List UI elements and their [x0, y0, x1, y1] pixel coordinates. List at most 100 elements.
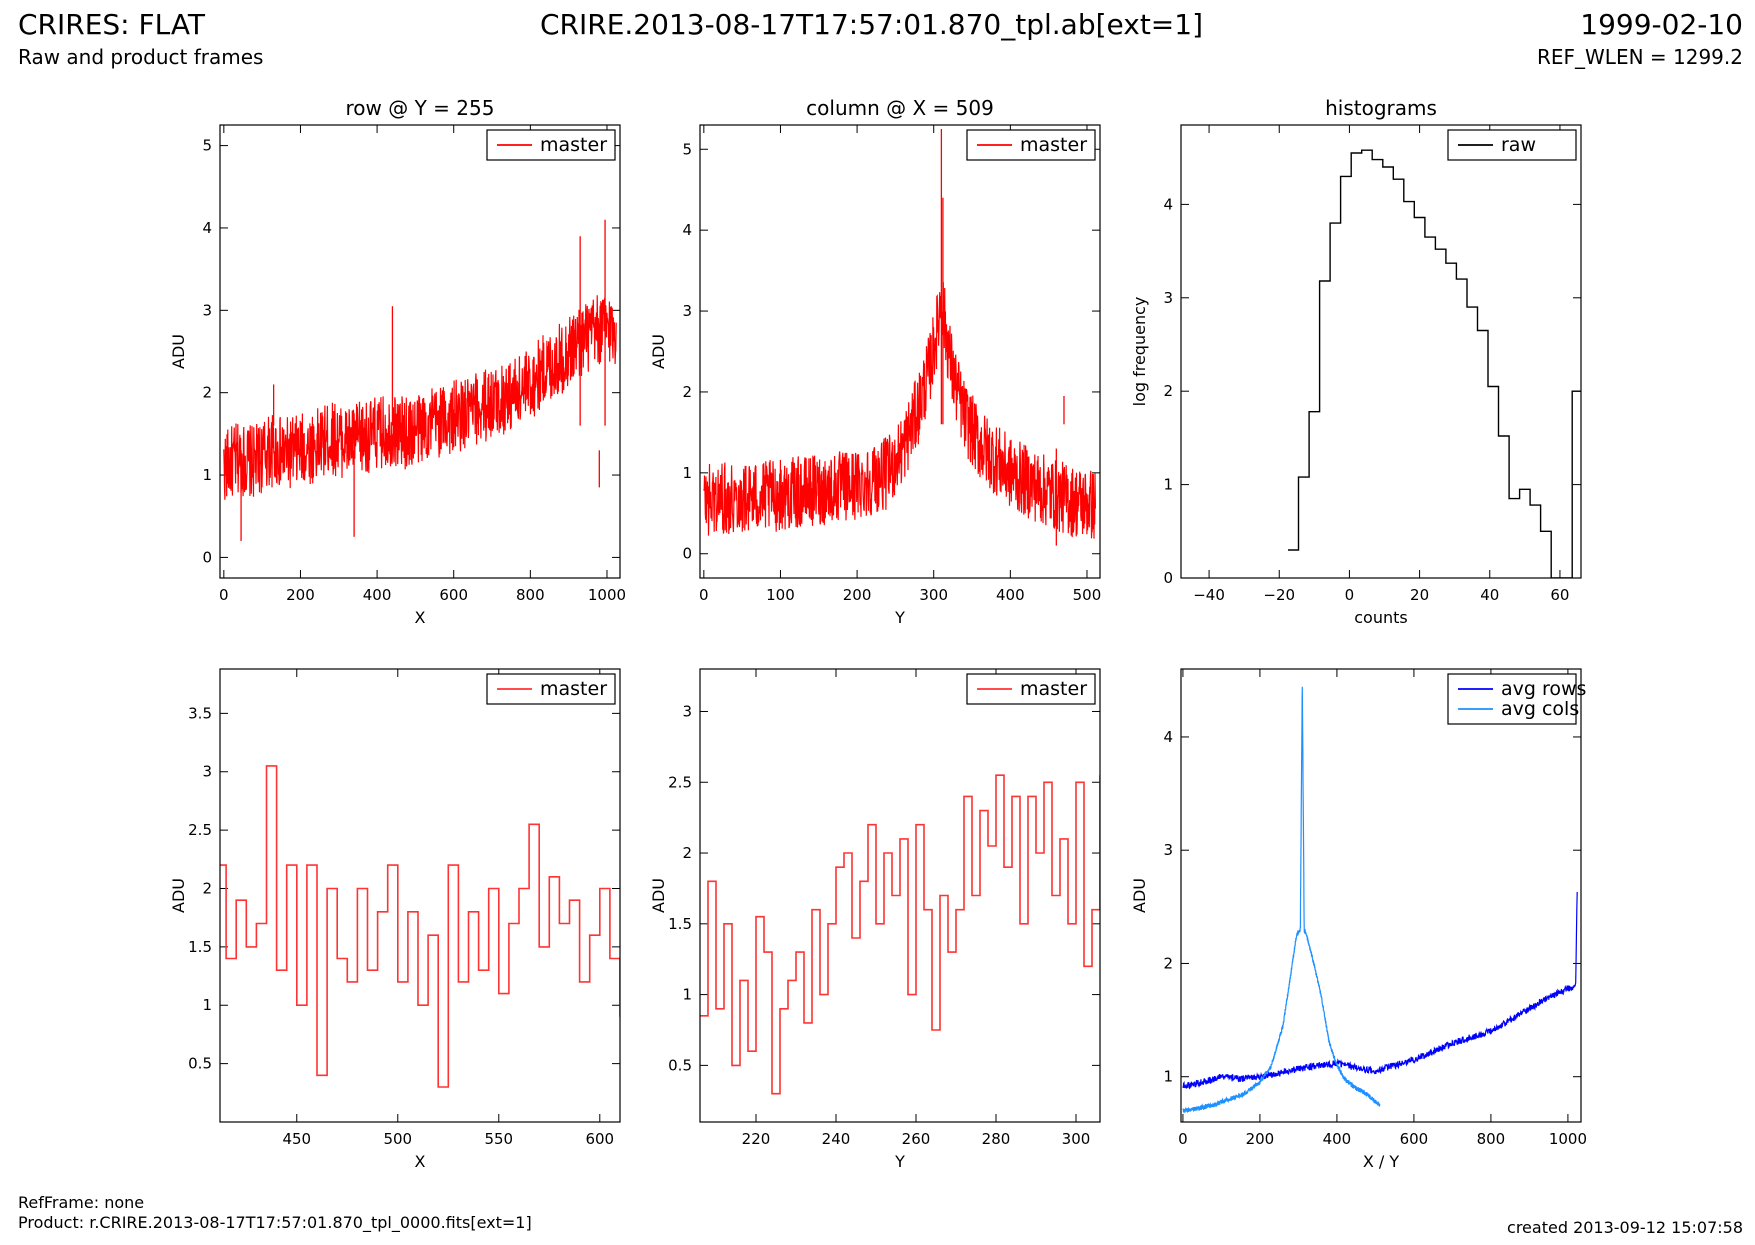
y-tick-label: 4 — [682, 221, 692, 239]
axes-frame — [219, 668, 621, 1123]
x-tick-label: 500 — [1073, 586, 1102, 604]
x-tick-label: 220 — [742, 1130, 771, 1148]
plot-area — [703, 129, 1096, 546]
axes-frame — [699, 668, 1101, 1123]
x-tick-label: 550 — [484, 1130, 513, 1148]
chart-col: 0 100 200 300 400 500 0 1 2 3 4 5 column @ X = 509 Y A… — [649, 96, 1101, 627]
y-tick-label: 1 — [202, 466, 212, 484]
y-tick-label: 2 — [1163, 954, 1173, 972]
chart-title: column @ X = 509 — [806, 96, 994, 120]
x-axis-label: X / Y — [1363, 1152, 1400, 1171]
axes-frame — [219, 124, 621, 579]
y-tick-label: 1 — [1163, 476, 1173, 494]
chart-title: row @ Y = 255 — [346, 96, 495, 120]
legend: master — [486, 673, 616, 705]
x-tick-label: 300 — [1062, 1130, 1091, 1148]
x-tick-label: 280 — [982, 1130, 1011, 1148]
y-axis-label: ADU — [1130, 878, 1149, 913]
y-tick-label: 1 — [682, 986, 692, 1004]
legend: master — [966, 673, 1096, 705]
x-axis-label: counts — [1354, 608, 1407, 627]
footer-product: Product: r.CRIRE.2013-08-17T17:57:01.870… — [18, 1213, 532, 1232]
y-tick-label: 2 — [202, 384, 212, 402]
series-0-line — [1182, 891, 1578, 1090]
date-label: 1999-02-10 — [1580, 8, 1743, 41]
y-tick-label: 0 — [1163, 569, 1173, 587]
x-tick-label: 240 — [822, 1130, 851, 1148]
x-tick-label: 0 — [699, 586, 709, 604]
y-tick-label: 0.5 — [668, 1056, 692, 1074]
x-axis-label: Y — [894, 1152, 905, 1171]
y-tick-label: 0 — [682, 545, 692, 563]
x-tick-label: 100 — [766, 586, 795, 604]
series-0-line — [703, 282, 1096, 539]
axes-frame — [1180, 668, 1582, 1123]
y-tick-label: 0 — [202, 548, 212, 566]
page-subtitle: Raw and product frames — [18, 45, 264, 69]
x-axis-label: X — [415, 1152, 426, 1171]
y-tick-label: 1.5 — [188, 938, 212, 956]
x-tick-label: 600 — [585, 1130, 614, 1148]
y-tick-label: 1.5 — [668, 915, 692, 933]
x-tick-label: 450 — [282, 1130, 311, 1148]
legend: raw — [1447, 129, 1577, 161]
legend-box — [1447, 673, 1577, 725]
y-tick-label: 1 — [682, 464, 692, 482]
file-name: CRIRE.2013-08-17T17:57:01.870_tpl.ab[ext… — [540, 8, 1204, 41]
y-tick-label: 2 — [1163, 382, 1173, 400]
x-tick-label: 400 — [1323, 1130, 1352, 1148]
x-tick-label: 400 — [996, 586, 1025, 604]
y-tick-label: 3.5 — [188, 704, 212, 722]
plot-area — [1182, 686, 1578, 1114]
x-tick-label: 0 — [219, 586, 229, 604]
plot-area — [223, 219, 617, 541]
plot-area — [700, 774, 1100, 1095]
series-0-steps — [1288, 149, 1581, 578]
x-tick-label: 400 — [363, 586, 392, 604]
y-tick-label: 4 — [202, 219, 212, 237]
y-tick-label: 3 — [682, 702, 692, 720]
series-0-steps — [220, 765, 620, 1088]
x-tick-label: 300 — [919, 586, 948, 604]
series-1-line — [1182, 686, 1381, 1114]
legend-label: master — [1020, 678, 1087, 700]
x-tick-label: 500 — [383, 1130, 412, 1148]
x-tick-label: 60 — [1550, 586, 1569, 604]
x-tick-label: 200 — [843, 586, 872, 604]
legend-label: avg rows — [1501, 678, 1586, 700]
x-tick-label: 200 — [286, 586, 315, 604]
x-tick-label: 600 — [1400, 1130, 1429, 1148]
ref-wlen-label: REF_WLEN = 1299.2 — [1536, 45, 1743, 69]
y-tick-label: 4 — [1163, 728, 1173, 746]
y-axis-label: ADU — [169, 878, 188, 913]
y-tick-label: 3 — [682, 302, 692, 320]
axes-frame — [1180, 124, 1582, 579]
plot-area — [1288, 149, 1581, 578]
y-axis-label: ADU — [649, 878, 668, 913]
axes-frame — [699, 124, 1101, 579]
x-tick-label: −20 — [1263, 586, 1295, 604]
x-tick-label: 260 — [902, 1130, 931, 1148]
legend-label: raw — [1501, 134, 1536, 156]
y-tick-label: 3 — [1163, 289, 1173, 307]
y-tick-label: 3 — [202, 763, 212, 781]
plot-area — [220, 765, 620, 1088]
y-tick-label: 3 — [1163, 841, 1173, 859]
x-tick-label: 1000 — [588, 586, 626, 604]
legend-label: master — [540, 134, 607, 156]
x-tick-label: 0 — [1345, 586, 1355, 604]
chart-hist: −40 −20 0 20 40 60 0 1 2 3 4 histograms counts log fr… — [1130, 96, 1582, 627]
page-title: CRIRES: FLAT — [18, 8, 205, 41]
series-0-steps — [700, 774, 1100, 1095]
y-tick-label: 2 — [682, 383, 692, 401]
x-axis-label: X — [415, 608, 426, 627]
x-tick-label: 40 — [1480, 586, 1499, 604]
y-tick-label: 3 — [202, 301, 212, 319]
x-tick-label: 200 — [1246, 1130, 1275, 1148]
y-tick-label: 0.5 — [188, 1055, 212, 1073]
chart-row: 0 200 400 600 800 1000 0 1 2 3 4 5 row @ Y = 255 X ADU… — [169, 96, 626, 627]
chart-title: histograms — [1325, 96, 1437, 120]
x-tick-label: 1000 — [1549, 1130, 1587, 1148]
